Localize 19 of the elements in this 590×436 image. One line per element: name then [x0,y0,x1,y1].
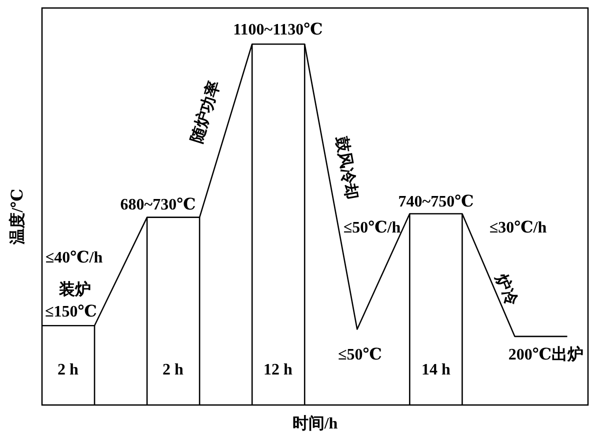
annotation: 740~750℃ [398,194,474,210]
annotation: 随炉功率 [188,78,224,146]
annotation: 装炉 [59,282,91,298]
annotation: ≤40℃/h [45,250,103,266]
annotation: 鼓风冷却 [332,135,360,201]
xlabel: 时间/h [292,416,338,432]
annotation: ≤30℃/h [489,220,547,236]
annotation: 12 h [264,362,292,378]
ylabel: 温度/℃ [10,188,26,244]
annotation: ≤50℃ [338,346,382,364]
annotation: 炉冷 [492,272,520,308]
annotation: 2 h [162,362,184,378]
annotation: ≤50℃/h [343,220,401,236]
annotation: 14 h [422,362,450,378]
annotation: 680~730℃ [120,196,196,214]
annotation: ≤150℃ [45,304,97,320]
annotation: 1100~1130℃ [233,22,323,38]
annotation: 2 h [58,362,78,378]
annotation: 200℃出炉 [508,346,584,364]
